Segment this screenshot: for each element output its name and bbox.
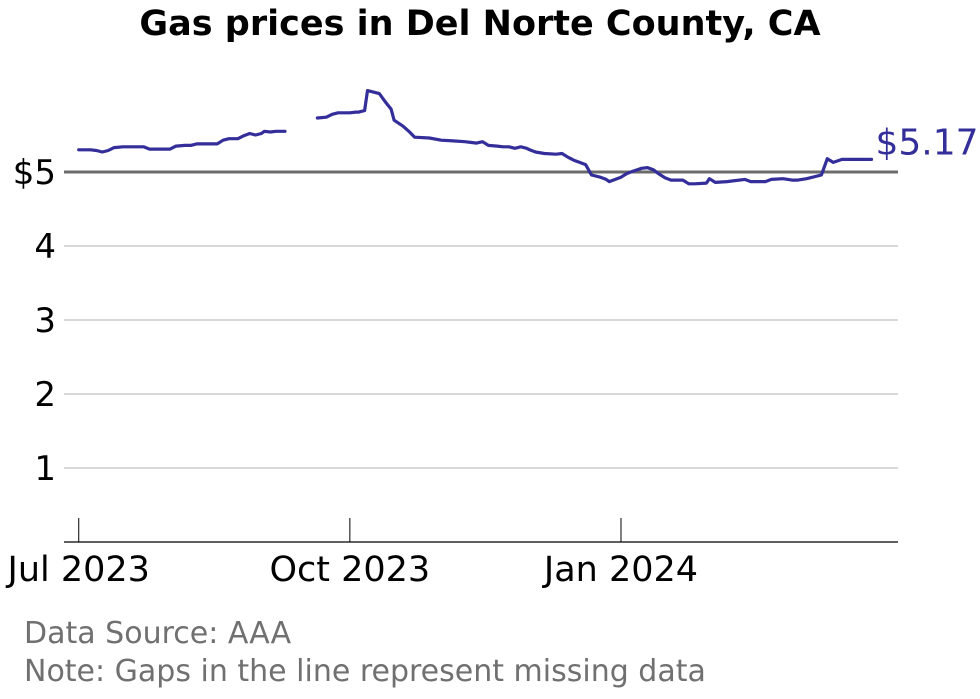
y-tick-label-3: 3 xyxy=(34,301,56,341)
grid-lines xyxy=(64,245,898,469)
x-tick-label: Jul 2023 xyxy=(6,550,150,590)
y-tick-label-4: 4 xyxy=(34,227,56,267)
gaps-note: Note: Gaps in the line represent missing… xyxy=(24,654,706,689)
x-tick-label: Jan 2024 xyxy=(542,550,698,590)
price-series xyxy=(77,89,874,186)
series-line-segment-2 xyxy=(315,89,874,186)
y-axis-labels: 1 2 3 4 $5 xyxy=(13,153,56,489)
chart-title: Gas prices in Del Norte County, CA xyxy=(139,4,821,44)
data-source-note: Data Source: AAA xyxy=(24,616,292,651)
annotations: $5.17 xyxy=(875,122,978,163)
y-tick-label-1: 1 xyxy=(34,449,56,489)
end-value-label: $5.17 xyxy=(875,122,978,163)
x-axis xyxy=(64,518,898,543)
x-tick-label: Oct 2023 xyxy=(269,550,430,590)
y-tick-label-5: $5 xyxy=(13,153,56,193)
x-axis-labels: Jul 2023 Oct 2023 Jan 2024 xyxy=(6,550,699,590)
y-tick-label-2: 2 xyxy=(34,375,56,415)
series-line-segment-1 xyxy=(77,129,287,154)
